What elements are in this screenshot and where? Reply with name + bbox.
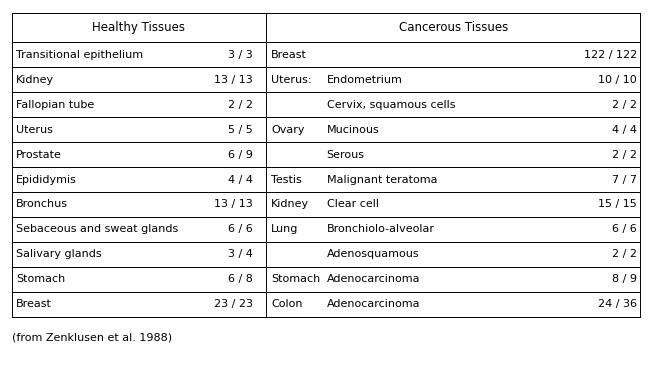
Text: Stomach: Stomach [16, 274, 66, 285]
Text: Testis: Testis [271, 174, 302, 185]
Text: (from Zenklusen et al. 1988): (from Zenklusen et al. 1988) [12, 332, 172, 342]
Text: 13 / 13: 13 / 13 [215, 199, 253, 210]
Text: Kidney: Kidney [271, 199, 309, 210]
Text: Malignant teratoma: Malignant teratoma [327, 174, 437, 185]
Text: 24 / 36: 24 / 36 [598, 299, 637, 310]
Text: 15 / 15: 15 / 15 [599, 199, 637, 210]
Text: Epididymis: Epididymis [16, 174, 77, 185]
Text: 6 / 6: 6 / 6 [228, 224, 253, 235]
Text: 6 / 8: 6 / 8 [228, 274, 253, 285]
Text: Sebaceous and sweat glands: Sebaceous and sweat glands [16, 224, 179, 235]
Text: Mucinous: Mucinous [327, 124, 379, 135]
Text: Serous: Serous [327, 149, 364, 160]
Text: Salivary glands: Salivary glands [16, 249, 102, 260]
Text: 6 / 9: 6 / 9 [228, 149, 253, 160]
Text: Adenocarcinoma: Adenocarcinoma [327, 299, 420, 310]
Text: 23 / 23: 23 / 23 [214, 299, 253, 310]
Text: Bronchiolo-alveolar: Bronchiolo-alveolar [327, 224, 435, 235]
Text: 2 / 2: 2 / 2 [612, 249, 637, 260]
Text: Colon: Colon [271, 299, 303, 310]
Text: 2 / 2: 2 / 2 [612, 99, 637, 110]
Text: Adenosquamous: Adenosquamous [327, 249, 419, 260]
Text: 8 / 9: 8 / 9 [612, 274, 637, 285]
Text: Endometrium: Endometrium [327, 74, 402, 85]
Text: 13 / 13: 13 / 13 [215, 74, 253, 85]
Text: Prostate: Prostate [16, 149, 62, 160]
Text: Ovary: Ovary [271, 124, 304, 135]
Text: Transitional epithelium: Transitional epithelium [16, 50, 143, 60]
Text: 5 / 5: 5 / 5 [228, 124, 253, 135]
Text: Uterus:: Uterus: [271, 74, 312, 85]
Text: Cervix, squamous cells: Cervix, squamous cells [327, 99, 455, 110]
Text: Uterus: Uterus [16, 124, 53, 135]
Text: 3 / 4: 3 / 4 [228, 249, 253, 260]
Text: Breast: Breast [271, 50, 307, 60]
Text: 122 / 122: 122 / 122 [584, 50, 637, 60]
Text: Breast: Breast [16, 299, 52, 310]
Text: 10 / 10: 10 / 10 [599, 74, 637, 85]
Text: Kidney: Kidney [16, 74, 54, 85]
Text: Adenocarcinoma: Adenocarcinoma [327, 274, 420, 285]
Text: 2 / 2: 2 / 2 [612, 149, 637, 160]
Text: Healthy Tissues: Healthy Tissues [93, 22, 185, 34]
Text: Lung: Lung [271, 224, 299, 235]
Text: Stomach: Stomach [271, 274, 321, 285]
Text: 4 / 4: 4 / 4 [612, 124, 637, 135]
Text: Clear cell: Clear cell [327, 199, 379, 210]
Text: Fallopian tube: Fallopian tube [16, 99, 95, 110]
Text: 3 / 3: 3 / 3 [228, 50, 253, 60]
Text: 7 / 7: 7 / 7 [612, 174, 637, 185]
Text: 4 / 4: 4 / 4 [228, 174, 253, 185]
Text: Bronchus: Bronchus [16, 199, 68, 210]
Text: 6 / 6: 6 / 6 [612, 224, 637, 235]
Text: Cancerous Tissues: Cancerous Tissues [398, 22, 508, 34]
Text: 2 / 2: 2 / 2 [228, 99, 253, 110]
